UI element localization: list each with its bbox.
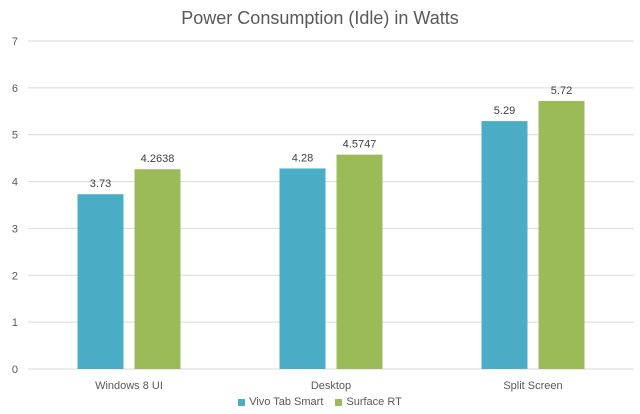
y-tick-label: 1 [12, 317, 18, 329]
y-tick-label: 5 [12, 130, 18, 142]
legend-swatch [238, 398, 246, 406]
y-tick-label: 3 [12, 223, 18, 235]
chart-title: Power Consumption (Idle) in Watts [181, 8, 459, 28]
data-label: 5.29 [494, 105, 515, 117]
legend-item: Surface RT [335, 396, 402, 408]
y-tick-label: 2 [12, 270, 18, 282]
bar [77, 194, 124, 369]
x-tick-label: Windows 8 UI [95, 380, 163, 392]
bar [538, 100, 585, 369]
bar [481, 121, 528, 369]
data-label: 4.28 [292, 152, 313, 164]
legend-label: Surface RT [346, 396, 402, 408]
x-tick-label: Desktop [311, 380, 351, 392]
data-label: 4.2638 [141, 153, 175, 165]
bar [279, 168, 326, 369]
legend-swatch [335, 398, 343, 406]
data-label: 3.73 [90, 178, 111, 190]
legend-item: Vivo Tab Smart [238, 396, 323, 408]
bar [336, 154, 383, 369]
y-tick-label: 4 [12, 177, 18, 189]
y-tick-label: 6 [12, 83, 18, 95]
data-label: 5.72 [551, 85, 572, 97]
data-label: 4.5747 [343, 139, 377, 151]
y-tick-label: 0 [12, 364, 18, 376]
chart-legend: Vivo Tab Smart Surface RT [0, 396, 640, 408]
y-tick-label: 7 [12, 36, 18, 48]
x-tick-label: Split Screen [503, 380, 562, 392]
bar [134, 169, 181, 369]
legend-label: Vivo Tab Smart [249, 396, 324, 408]
